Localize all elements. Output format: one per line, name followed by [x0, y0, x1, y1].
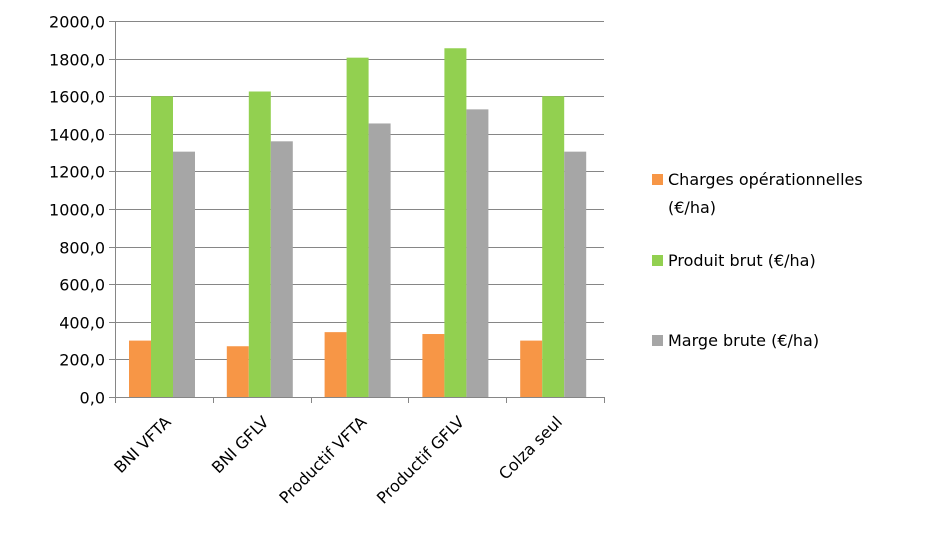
y-tick-label: 2000,0: [49, 13, 105, 32]
x-tick-label: Productif VFTA: [275, 412, 370, 507]
bar: [422, 334, 445, 397]
bar: [542, 96, 565, 397]
y-tick-label: 400,0: [59, 314, 105, 333]
bar: [270, 141, 293, 397]
bar: [226, 346, 249, 397]
bar: [129, 340, 151, 397]
legend-swatch: [652, 174, 663, 185]
bar: [444, 48, 467, 397]
y-tick-labels: 0,0 200,0 400,0 600,0 800,0 1000,0 1200,0 1400,…: [49, 13, 105, 408]
legend-swatch: [652, 335, 663, 346]
bar: [346, 57, 369, 397]
x-tick-labels: BNI VFTA BNI GFLV Productif VFTA Productif …: [110, 412, 566, 507]
y-tick-label: 200,0: [59, 351, 105, 370]
y-tick-label: 1600,0: [49, 88, 105, 107]
y-tick-label: 0,0: [80, 389, 105, 408]
legend-label: Marge brute (€/ha): [668, 331, 819, 350]
y-tick-label: 1000,0: [49, 201, 105, 220]
x-tick-label: BNI GFLV: [208, 412, 273, 477]
x-tick-label: BNI VFTA: [110, 412, 174, 476]
bar: [564, 151, 587, 397]
legend-swatch: [652, 255, 663, 266]
bar: [466, 109, 489, 398]
bar: [324, 332, 347, 397]
bar: [248, 91, 271, 397]
y-tick-label: 1400,0: [49, 126, 105, 145]
y-tick-label: 1800,0: [49, 51, 105, 70]
y-tick-label: 600,0: [59, 276, 105, 295]
legend-label: Produit brut (€/ha): [668, 251, 816, 270]
x-tick-label: Productif GFLV: [373, 412, 468, 507]
legend-label: (€/ha): [668, 198, 716, 217]
axes: [109, 21, 605, 403]
y-tick-label: 800,0: [59, 239, 105, 258]
x-tick-label: Colza seul: [495, 412, 566, 483]
y-tick-label: 1200,0: [49, 163, 105, 182]
bar: [173, 151, 195, 397]
bar: [151, 96, 173, 397]
legend-label: Charges opérationnelles: [668, 170, 863, 189]
bars: [129, 48, 587, 398]
bar: [520, 340, 543, 397]
legend: Charges opérationnelles (€/ha) Produit bru…: [652, 170, 863, 350]
bar: [368, 123, 391, 398]
